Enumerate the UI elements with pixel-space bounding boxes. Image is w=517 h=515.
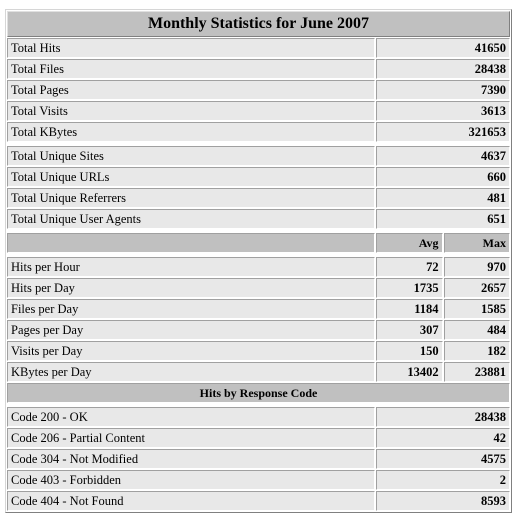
row-label: Visits per Day [7,341,376,361]
row-label: Code 304 - Not Modified [7,449,376,469]
row-value: 4575 [376,449,510,469]
spacer [7,143,510,145]
response-row: Code 403 - Forbidden 2 [7,470,510,490]
row-label: Total Unique URLs [7,167,376,187]
avg-value: 72 [376,257,443,277]
row-label: KBytes per Day [7,362,376,382]
avg-value: 1735 [376,278,443,298]
row-value: 3613 [376,101,510,121]
row-label: Code 404 - Not Found [7,491,376,511]
header-blank [7,233,376,253]
row-label: Total Unique Sites [7,146,376,166]
title-row: Monthly Statistics for June 2007 [7,11,510,37]
max-value: 484 [443,320,510,340]
totals-row: Total KBytes 321653 [7,122,510,142]
totals-row: Total Visits 3613 [7,101,510,121]
row-value: 28438 [376,59,510,79]
row-value: 7390 [376,80,510,100]
row-value: 42 [376,428,510,448]
max-value: 23881 [443,362,510,382]
table-title: Monthly Statistics for June 2007 [7,11,510,37]
rate-row: Files per Day 1184 1585 [7,299,510,319]
row-label: Files per Day [7,299,376,319]
response-row: Code 304 - Not Modified 4575 [7,449,510,469]
row-value: 28438 [376,407,510,427]
response-row: Code 200 - OK 28438 [7,407,510,427]
spacer [7,254,510,256]
spacer [7,230,510,232]
max-value: 1585 [443,299,510,319]
row-label: Hits per Hour [7,257,376,277]
uniques-row: Total Unique Referrers 481 [7,188,510,208]
response-code-header: Hits by Response Code [7,383,510,403]
row-value: 321653 [376,122,510,142]
rate-row: Pages per Day 307 484 [7,320,510,340]
row-value: 651 [376,209,510,229]
row-label: Pages per Day [7,320,376,340]
row-label: Hits per Day [7,278,376,298]
spacer [7,404,510,406]
max-value: 182 [443,341,510,361]
row-value: 8593 [376,491,510,511]
response-gap [7,404,510,406]
totals-row: Total Pages 7390 [7,80,510,100]
uniques-row: Total Unique User Agents 651 [7,209,510,229]
row-label: Total Unique User Agents [7,209,376,229]
response-header-row: Hits by Response Code [7,383,510,403]
row-label: Total Unique Referrers [7,188,376,208]
avg-max-header-row: Avg Max [7,233,510,253]
uniques-row: Total Unique Sites 4637 [7,146,510,166]
row-label: Total Pages [7,80,376,100]
avg-column-header: Avg [376,233,443,253]
row-label: Code 206 - Partial Content [7,428,376,448]
avg-value: 307 [376,320,443,340]
max-column-header: Max [443,233,510,253]
row-label: Total Visits [7,101,376,121]
avg-value: 13402 [376,362,443,382]
uniques-row: Total Unique URLs 660 [7,167,510,187]
rate-row: KBytes per Day 13402 23881 [7,362,510,382]
response-row: Code 404 - Not Found 8593 [7,491,510,511]
row-value: 481 [376,188,510,208]
rate-row: Hits per Hour 72 970 [7,257,510,277]
row-label: Code 200 - OK [7,407,376,427]
totals-row: Total Files 28438 [7,59,510,79]
rate-row: Hits per Day 1735 2657 [7,278,510,298]
row-label: Total KBytes [7,122,376,142]
totals-row: Total Hits 41650 [7,38,510,58]
rate-row: Visits per Day 150 182 [7,341,510,361]
response-row: Code 206 - Partial Content 42 [7,428,510,448]
avg-value: 1184 [376,299,443,319]
uniques-gap [7,230,510,232]
max-value: 2657 [443,278,510,298]
avg-value: 150 [376,341,443,361]
max-value: 970 [443,257,510,277]
header-gap [7,254,510,256]
row-value: 660 [376,167,510,187]
row-label: Code 403 - Forbidden [7,470,376,490]
row-label: Total Files [7,59,376,79]
row-value: 2 [376,470,510,490]
row-value: 4637 [376,146,510,166]
totals-gap [7,143,510,145]
row-label: Total Hits [7,38,376,58]
monthly-statistics-table: Monthly Statistics for June 2007 Total H… [5,9,512,513]
row-value: 41650 [376,38,510,58]
